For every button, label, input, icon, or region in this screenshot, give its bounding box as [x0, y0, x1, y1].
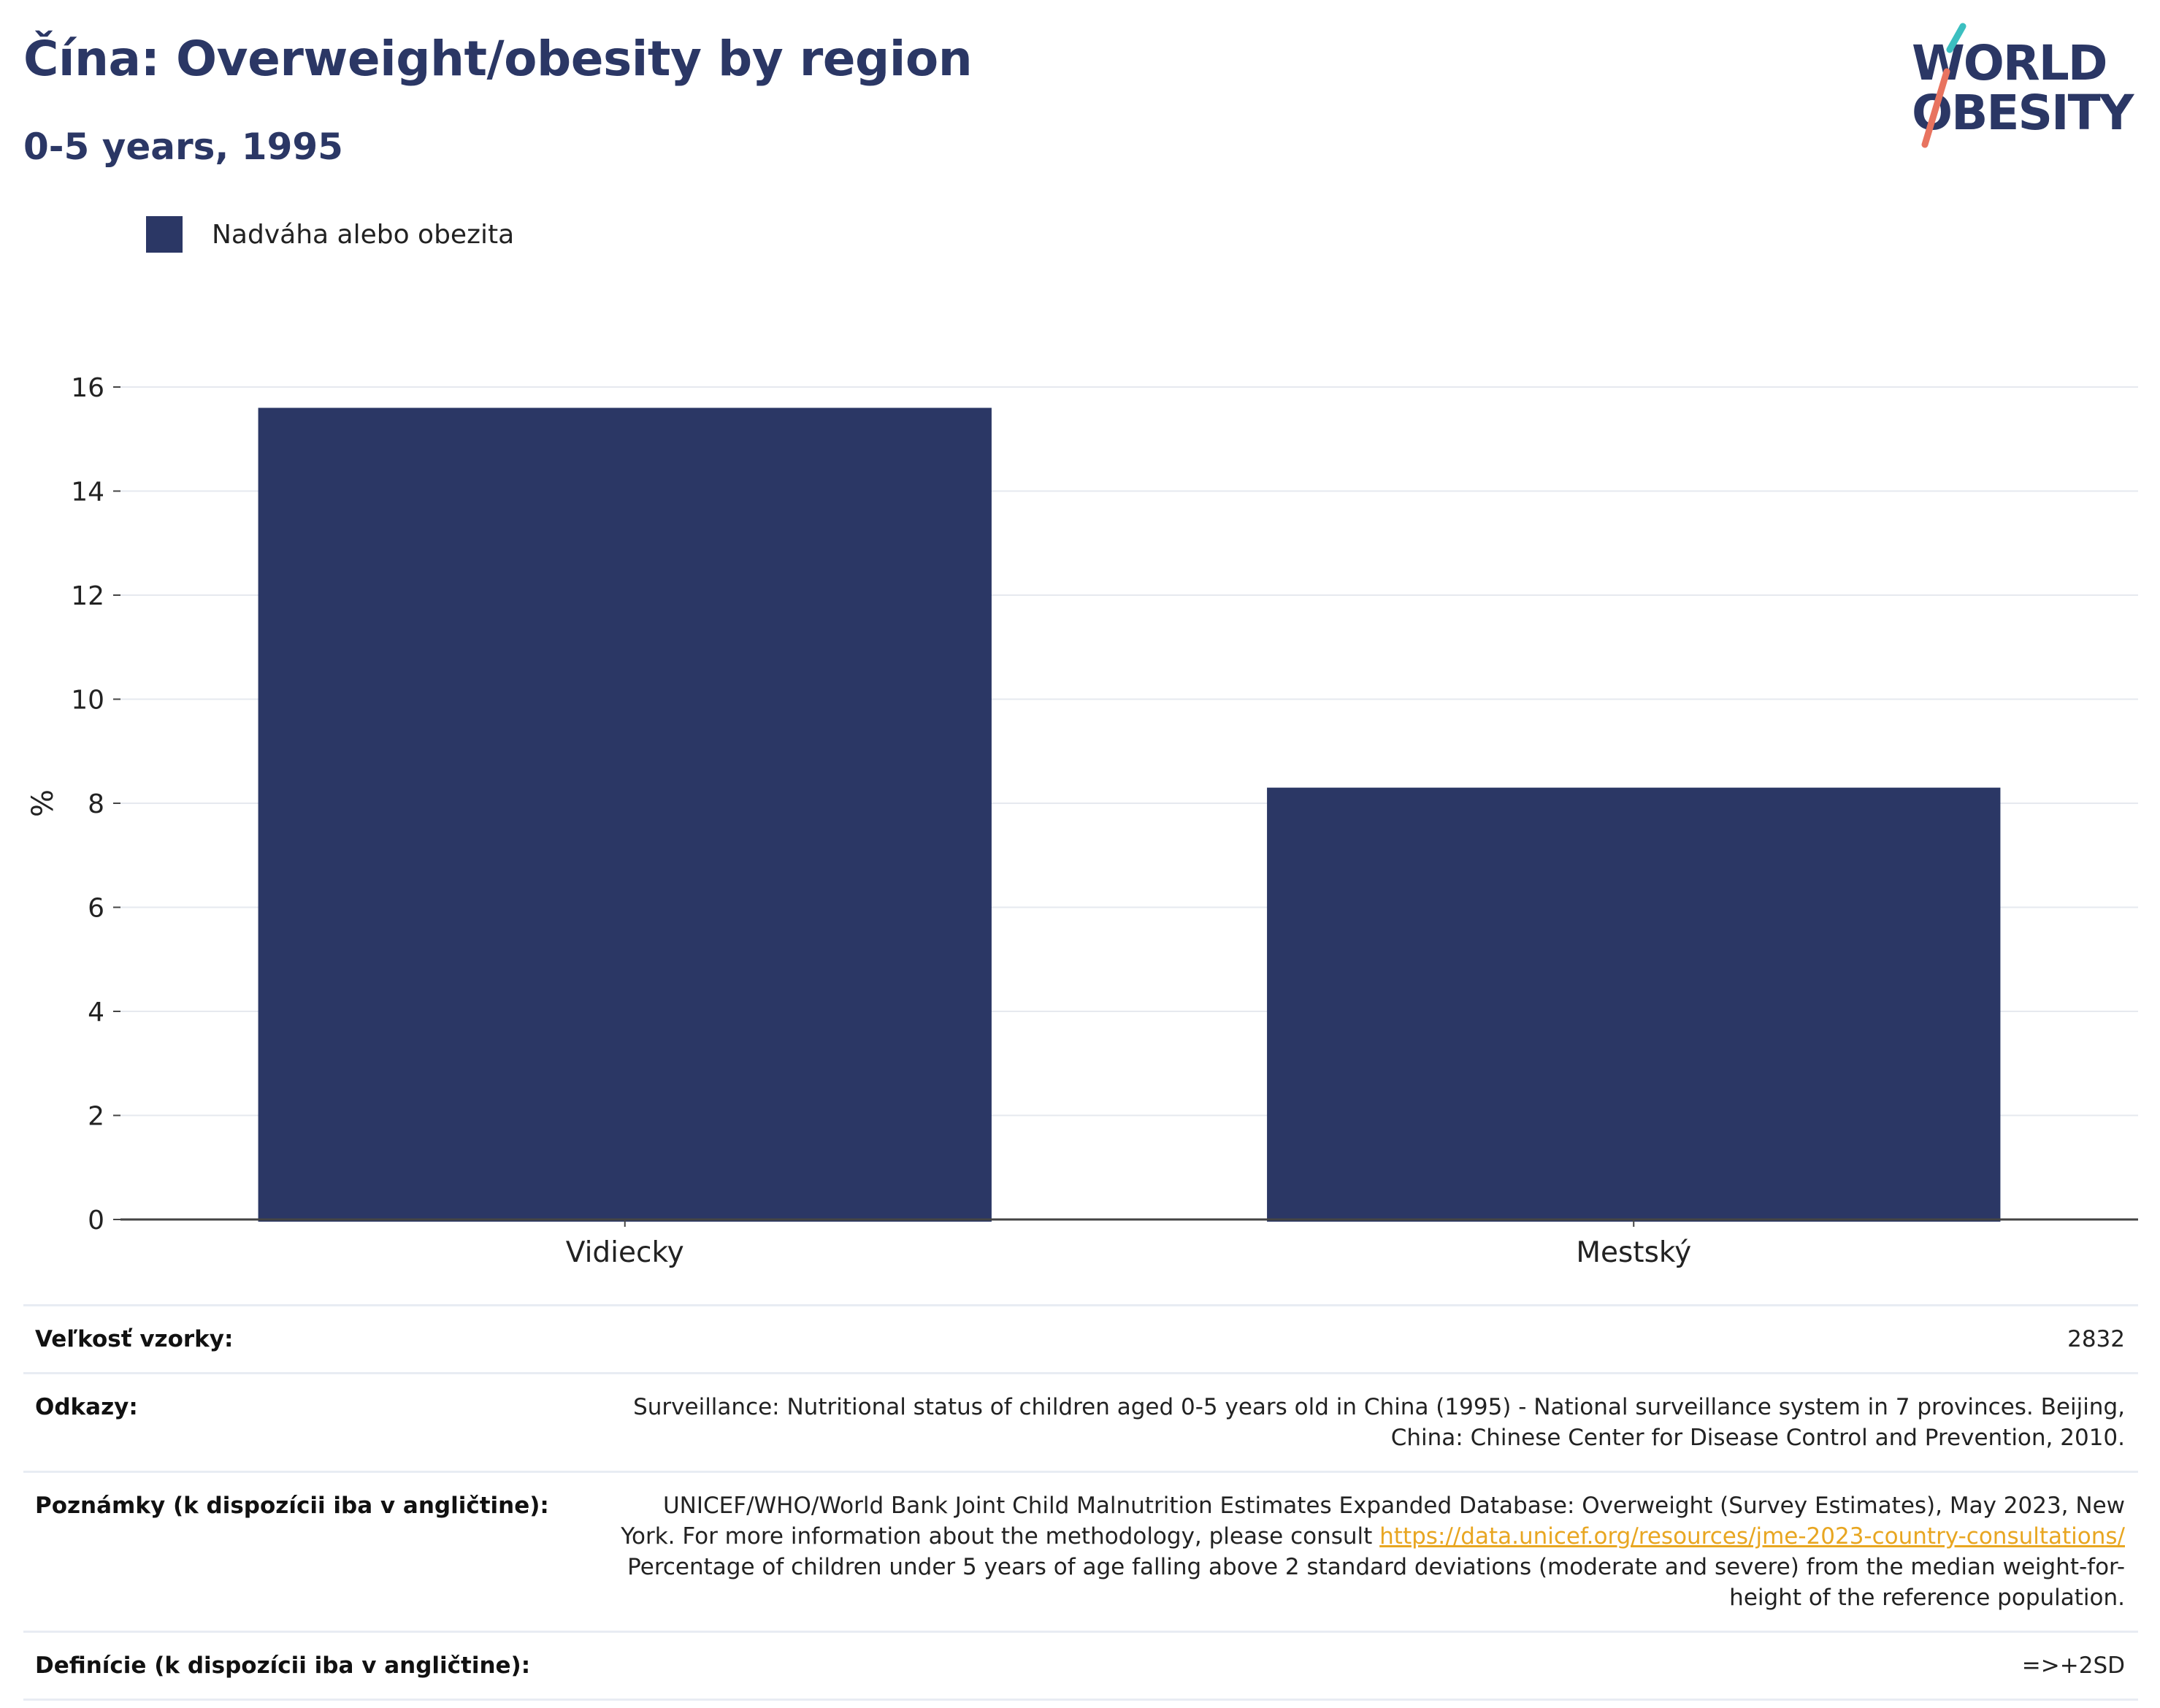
notes-value: UNICEF/WHO/World Bank Joint Child Malnut… [606, 1490, 2125, 1613]
x-tick-label: Mestský [1576, 1236, 1691, 1269]
axes: 0 2 4 6 8 10 12 14 16 Vidiecky Mestský% [26, 373, 2138, 1269]
legend-swatch [146, 216, 183, 253]
info-row-definitions: Definície (k dispozícii iba v angličtine… [23, 1631, 2138, 1701]
y-tick-label: 2 [88, 1102, 104, 1132]
references-key: Odkazy: [35, 1394, 138, 1420]
logo-word-obesity: OBESITY [1912, 85, 2134, 141]
chart-title: Čína: Overweight/obesity by region [23, 31, 973, 87]
info-row-references: Odkazy: Surveillance: Nutritional status… [23, 1372, 2138, 1471]
y-tick-label: 12 [71, 581, 104, 611]
references-value: Surveillance: Nutritional status of chil… [633, 1394, 2125, 1451]
y-tick-label: 6 [88, 894, 104, 924]
definitions-value: =>+2SD [2021, 1653, 2125, 1679]
y-axis-label: % [26, 789, 60, 817]
world-obesity-logo: WORLD OBESITY [1899, 20, 2147, 152]
chart-subtitle: 0-5 years, 1995 [23, 126, 343, 168]
y-tick-label: 4 [88, 997, 104, 1027]
y-tick-label: 10 [71, 686, 104, 716]
sample-size-key: Veľkosť vzorky: [35, 1326, 234, 1352]
logo-slash-icon [1921, 23, 1966, 148]
notes-text-before: UNICEF/WHO/World Bank Joint Child Malnut… [621, 1493, 2125, 1550]
bar-0 [258, 407, 992, 1222]
legend-label: Nadváha alebo obezita [212, 219, 515, 250]
sample-size-value: 2832 [2067, 1326, 2125, 1352]
info-table: Veľkosť vzorky: 2832 Odkazy: Surveillanc… [23, 1304, 2138, 1701]
x-tick-label: Vidiecky [566, 1236, 684, 1269]
bar-chart: 0 2 4 6 8 10 12 14 16 Vidiecky Mestský% [26, 373, 2138, 1269]
y-tick-label: 0 [88, 1206, 104, 1236]
definitions-key: Definície (k dispozícii iba v angličtine… [35, 1653, 531, 1679]
bars [258, 407, 2001, 1222]
y-tick-label: 8 [88, 789, 104, 819]
legend: Nadváha alebo obezita [146, 216, 514, 253]
methodology-link[interactable]: https://data.unicef.org/resources/jme-20… [1379, 1523, 2125, 1550]
notes-text-after: Percentage of children under 5 years of … [627, 1554, 2125, 1611]
notes-key: Poznámky (k dispozícii iba v angličtine)… [35, 1493, 549, 1519]
info-row-notes: Poznámky (k dispozícii iba v angličtine)… [23, 1471, 2138, 1631]
bar-1 [1267, 787, 2001, 1222]
y-tick-label: 16 [71, 373, 104, 403]
info-row-sample-size: Veľkosť vzorky: 2832 [23, 1304, 2138, 1372]
y-tick-label: 14 [71, 478, 104, 508]
